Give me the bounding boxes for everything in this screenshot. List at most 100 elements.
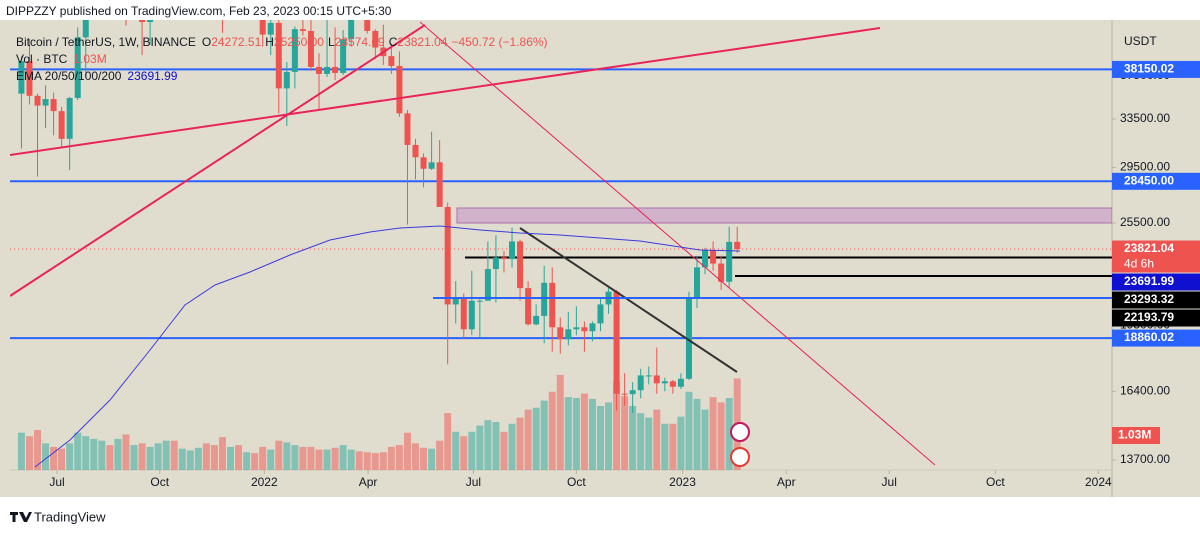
level-box bbox=[1112, 172, 1200, 190]
candle-body bbox=[460, 297, 467, 330]
volume-bar bbox=[387, 446, 395, 470]
candle-body bbox=[82, 20, 89, 38]
last-price-box bbox=[1112, 240, 1200, 273]
x-tick-label: Jul bbox=[49, 475, 64, 489]
volume-bar bbox=[106, 445, 114, 470]
candle-body bbox=[613, 291, 620, 394]
zone bbox=[456, 207, 1112, 224]
volume-bar bbox=[693, 398, 701, 470]
candle-body bbox=[565, 329, 572, 340]
candle-body bbox=[444, 206, 451, 305]
legend-volume: Vol · BTC 1.03M bbox=[16, 52, 107, 66]
candle-body bbox=[396, 65, 403, 114]
volume-bar bbox=[436, 440, 444, 470]
volume-bar bbox=[363, 452, 371, 470]
volume-bar bbox=[66, 443, 74, 470]
volume-bar bbox=[717, 402, 725, 470]
x-tick-label: Jul bbox=[466, 475, 481, 489]
last-price-label: 23821.04 bbox=[1124, 241, 1174, 255]
volume-bar bbox=[42, 443, 50, 470]
level-box bbox=[1112, 329, 1200, 347]
volume-bar bbox=[420, 447, 428, 470]
candle-body bbox=[324, 66, 331, 74]
change: −450.72 (−1.86%) bbox=[451, 35, 547, 49]
volume-bar bbox=[299, 446, 307, 470]
volume-bar bbox=[146, 446, 154, 470]
candle-body bbox=[500, 257, 507, 260]
value: 24272.51 bbox=[211, 35, 261, 49]
volume-bar bbox=[34, 430, 42, 470]
value: 23821.04 bbox=[397, 35, 447, 49]
volume-bar bbox=[468, 431, 476, 470]
volume-bar bbox=[572, 398, 580, 470]
volume-bar bbox=[645, 417, 653, 470]
volume-bar bbox=[98, 440, 106, 470]
volume-bar bbox=[307, 446, 315, 470]
volume-bar bbox=[210, 445, 218, 470]
volume-bar bbox=[58, 448, 66, 470]
x-tick-label: Apr bbox=[777, 475, 796, 489]
volume-bar bbox=[556, 374, 564, 470]
candle-body bbox=[420, 157, 427, 169]
x-tick-label: Apr bbox=[359, 475, 378, 489]
volume-bar bbox=[677, 416, 685, 470]
volume-bar bbox=[428, 448, 436, 470]
trend-line bbox=[10, 27, 881, 156]
candle-body bbox=[573, 327, 580, 330]
value: 23574.69 bbox=[335, 35, 385, 49]
footer: TradingView bbox=[34, 509, 106, 524]
volume-bar bbox=[202, 443, 210, 470]
trend-line bbox=[519, 227, 738, 373]
volume-bar bbox=[227, 446, 235, 470]
volume-bar bbox=[596, 406, 604, 470]
volume-bar bbox=[709, 397, 717, 470]
event-icon bbox=[730, 422, 750, 442]
key: O bbox=[202, 35, 211, 49]
plot bbox=[10, 20, 1112, 470]
candle-body bbox=[669, 381, 676, 387]
candle-body bbox=[589, 323, 596, 332]
candle-body bbox=[492, 257, 499, 270]
level-label: 22193.79 bbox=[1124, 310, 1174, 324]
volume-bar bbox=[50, 446, 58, 470]
volume-bar bbox=[452, 431, 460, 470]
candle-body bbox=[541, 282, 548, 316]
volume-bar bbox=[500, 431, 508, 470]
volume-bar bbox=[685, 391, 693, 470]
candle-body bbox=[74, 37, 81, 98]
x-tick-label: 2022 bbox=[251, 475, 278, 489]
candle-body bbox=[259, 20, 266, 35]
volume-bar bbox=[508, 423, 516, 470]
volume-bar bbox=[653, 409, 661, 470]
candle-body bbox=[428, 162, 435, 169]
volume-bar bbox=[580, 393, 588, 470]
x-tick-label: Oct bbox=[567, 475, 586, 489]
volume-bar bbox=[275, 440, 283, 470]
candle-body bbox=[348, 20, 355, 40]
candle-body bbox=[694, 267, 701, 299]
candle-body bbox=[42, 99, 49, 106]
volume-bar bbox=[235, 445, 243, 470]
volume-bar bbox=[605, 402, 613, 470]
candle-body bbox=[332, 66, 339, 73]
volume-bar bbox=[331, 447, 339, 470]
level-label: 23293.32 bbox=[1124, 292, 1174, 306]
volume-bar bbox=[339, 445, 347, 470]
candle-body bbox=[629, 390, 636, 395]
event-icon bbox=[730, 447, 750, 467]
volume-bar bbox=[170, 440, 178, 470]
volume-bar bbox=[194, 447, 202, 470]
countdown: 4d 6h bbox=[1124, 257, 1154, 271]
candle-body bbox=[299, 29, 306, 31]
volume-bar bbox=[355, 451, 363, 470]
candle-body bbox=[581, 327, 588, 332]
candle-body bbox=[364, 20, 371, 31]
volume-bar bbox=[701, 409, 709, 470]
volume-bar bbox=[460, 436, 468, 470]
candle-body bbox=[685, 298, 692, 379]
candle-body bbox=[315, 66, 322, 74]
candle-body bbox=[702, 250, 709, 268]
candle-body bbox=[621, 393, 628, 395]
volume-bar bbox=[122, 434, 130, 470]
